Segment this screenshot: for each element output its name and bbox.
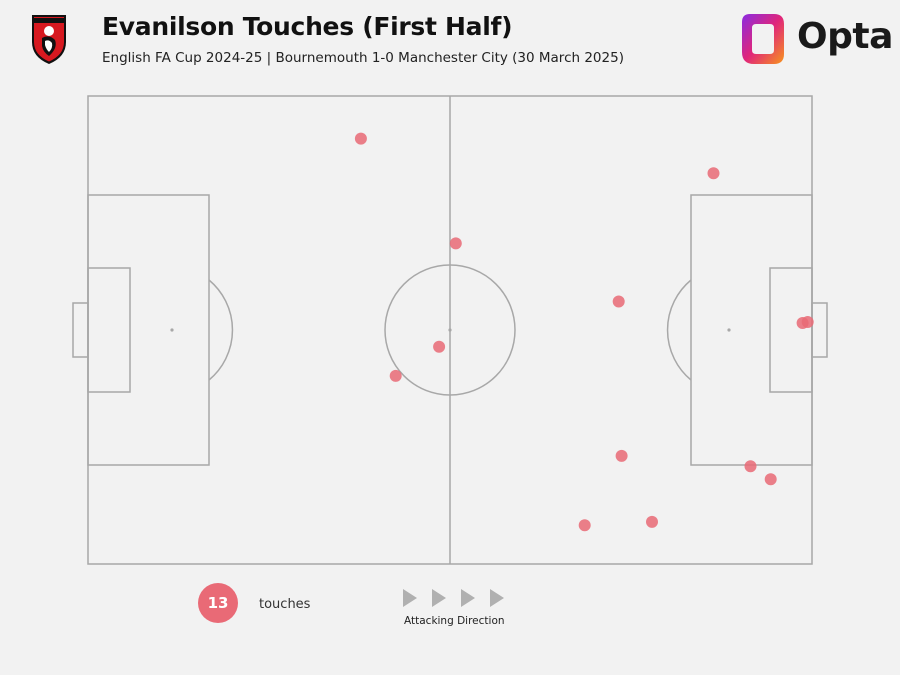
touch-point <box>801 316 814 328</box>
right-six-yard-box <box>769 267 813 393</box>
touch-point <box>389 369 402 382</box>
right-penalty-arc <box>666 279 692 381</box>
touch-point <box>433 340 446 353</box>
right-penalty-area <box>690 194 813 466</box>
chart-subtitle: English FA Cup 2024-25 | Bournemouth 1-0… <box>102 50 624 66</box>
touch-point <box>707 167 720 180</box>
arrow-right-icon <box>490 589 504 607</box>
opta-logo-icon <box>742 14 784 64</box>
opta-brand-label: Opta <box>797 16 893 57</box>
attacking-direction-label: Attacking Direction <box>404 615 505 627</box>
left-penalty-spot <box>170 328 174 332</box>
left-six-yard-box <box>87 267 131 393</box>
left-penalty-area <box>87 194 210 466</box>
touch-point <box>354 132 367 145</box>
touch-point <box>764 473 777 486</box>
attacking-direction-arrows <box>403 589 504 607</box>
arrow-right-icon <box>432 589 446 607</box>
right-penalty-spot <box>727 328 731 332</box>
centre-spot <box>448 328 452 332</box>
arrow-right-icon <box>461 589 475 607</box>
touch-point <box>578 519 591 532</box>
touch-point <box>646 515 658 528</box>
touch-point <box>612 295 625 308</box>
touch-point <box>615 449 628 462</box>
touch-count-badge: 13 <box>198 583 238 623</box>
left-penalty-arc <box>208 279 234 381</box>
right-goal <box>811 302 828 358</box>
touch-point <box>744 460 757 473</box>
touch-point <box>449 237 462 250</box>
afc-bournemouth-crest-icon <box>32 15 66 64</box>
touch-markers <box>354 132 814 532</box>
left-goal <box>72 302 89 358</box>
touch-count-label: touches <box>259 597 311 612</box>
centre-circle <box>384 264 516 396</box>
chart-title: Evanilson Touches (First Half) <box>102 12 513 41</box>
arrow-right-icon <box>403 589 417 607</box>
